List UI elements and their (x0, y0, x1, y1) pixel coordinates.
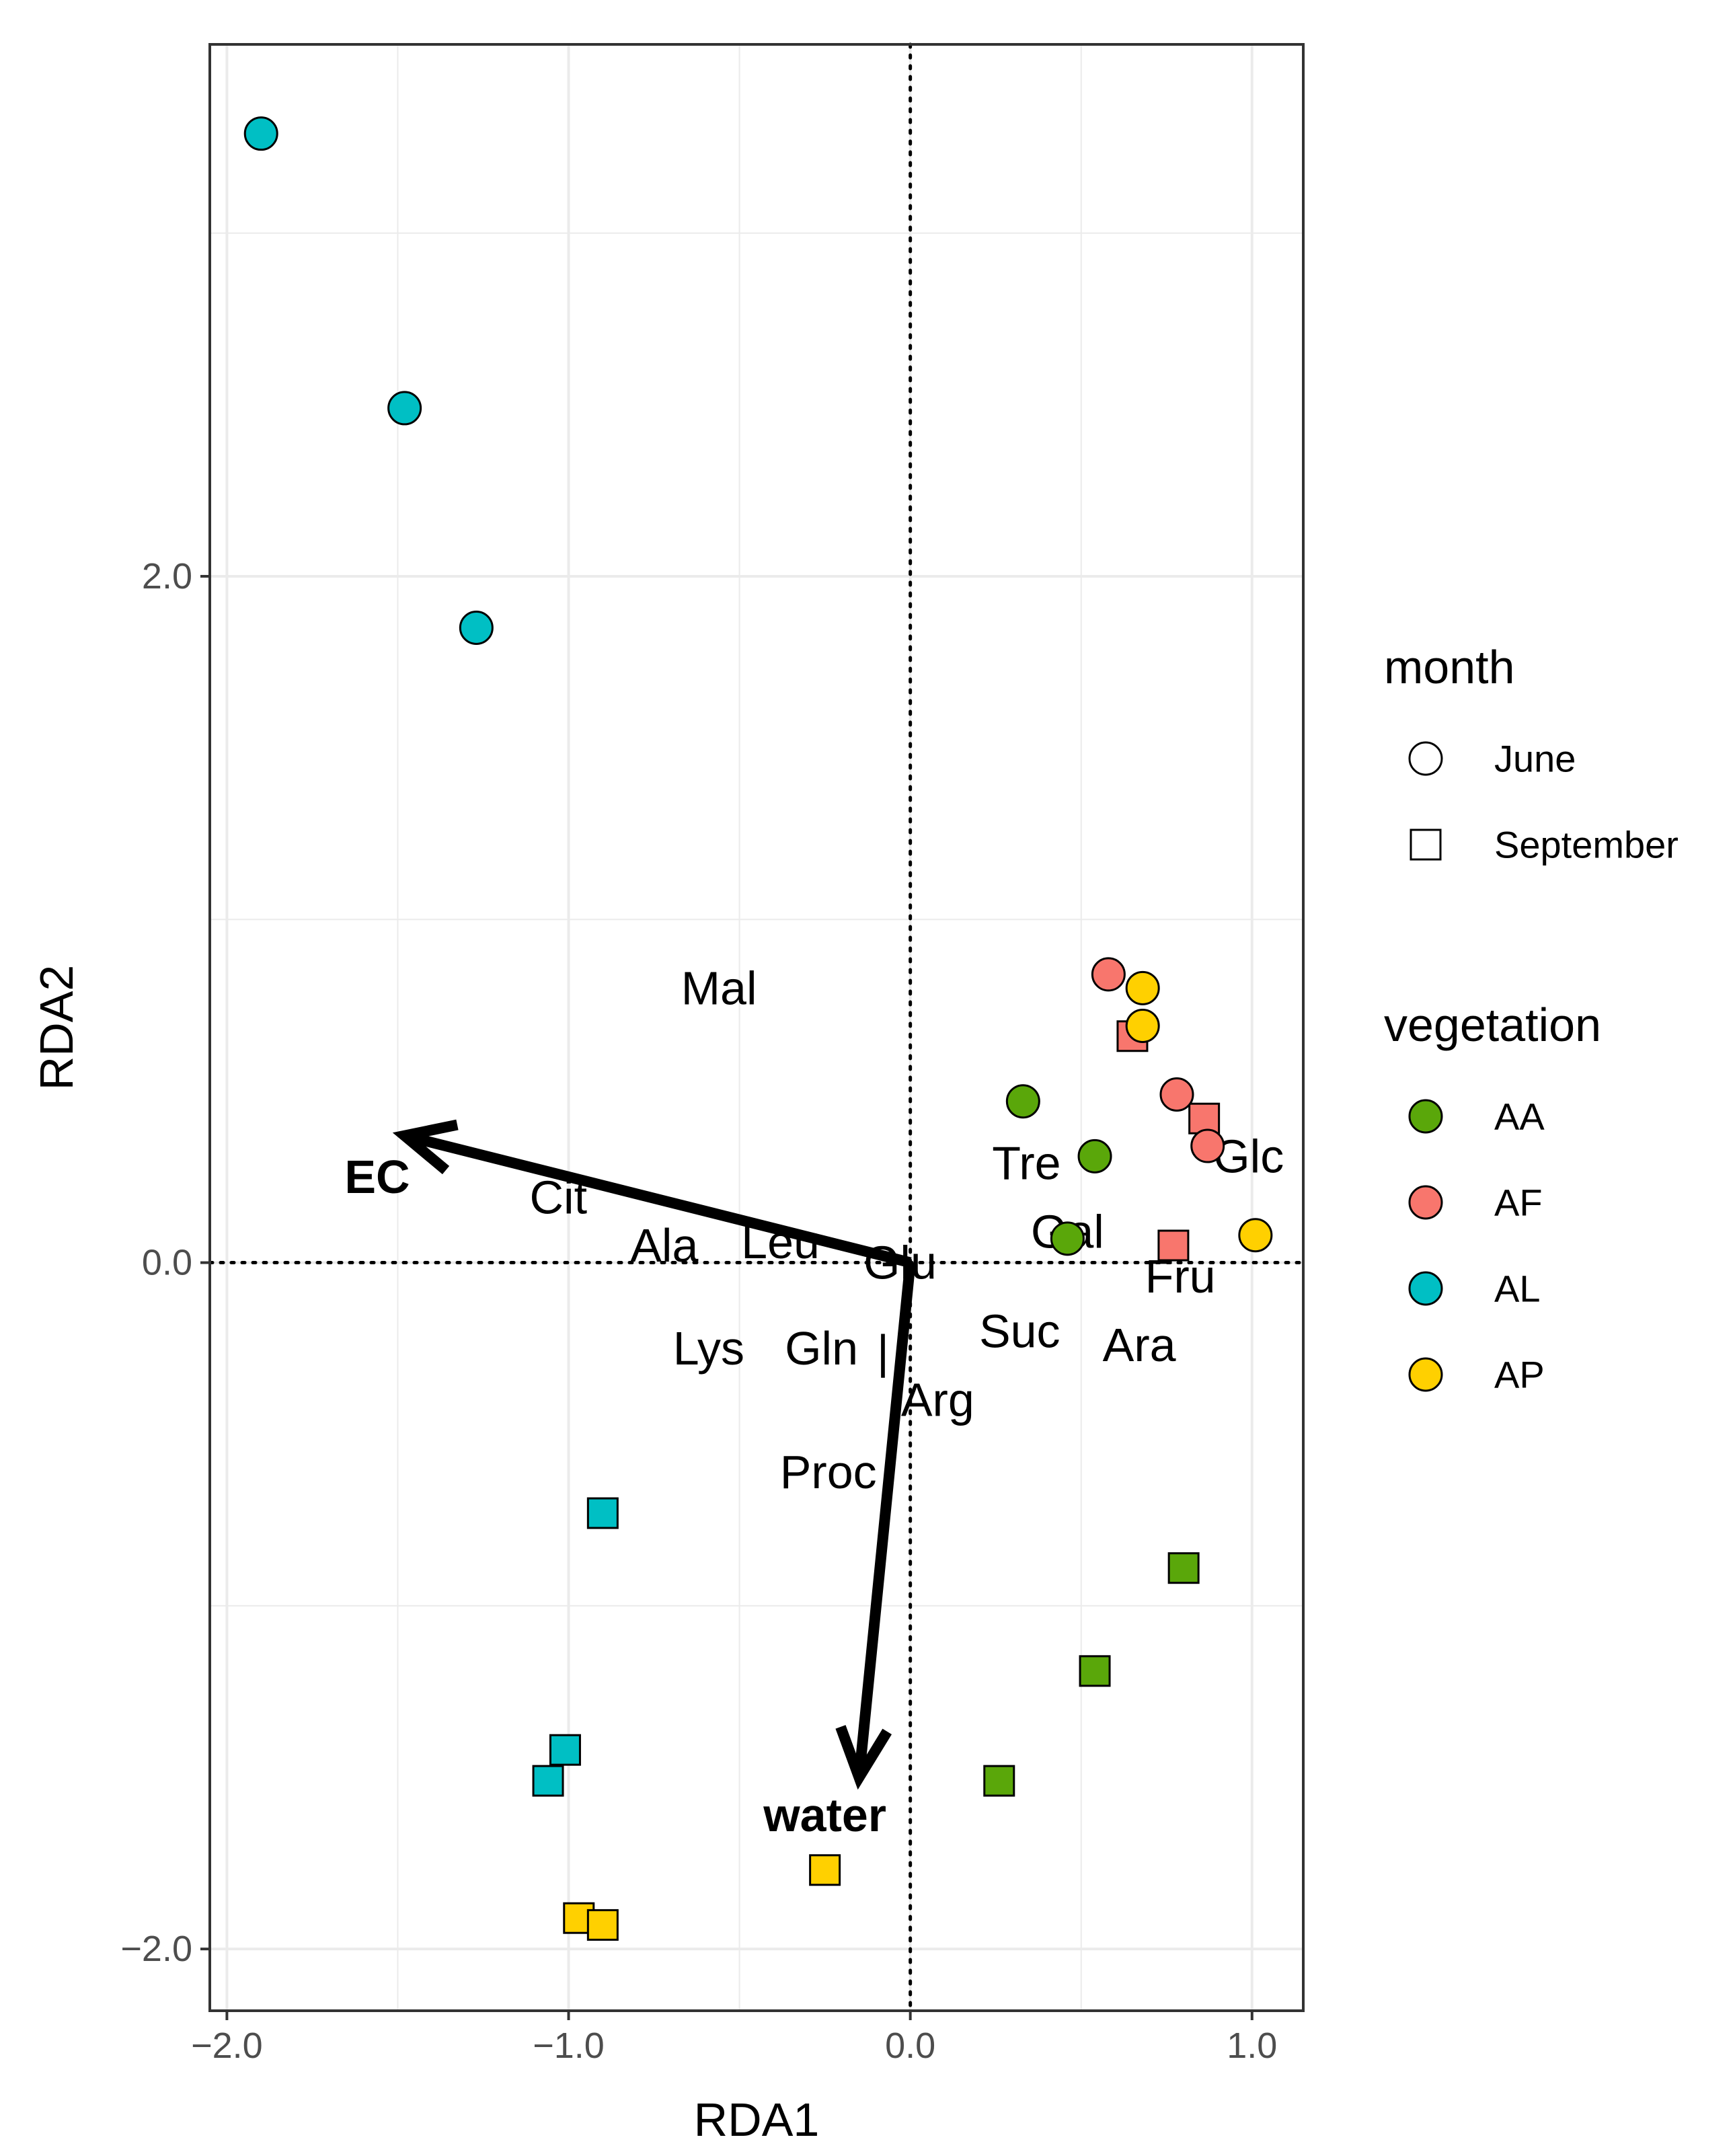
point-af-september (1188, 1102, 1221, 1134)
environment-vectors: EC water (344, 1119, 916, 1841)
grid-lines (210, 44, 1303, 2011)
point-af-june (1091, 957, 1126, 992)
species-label: Gln (785, 1322, 858, 1375)
axes: −2.0 −1.0 0.0 1.0 −2.0 0.0 2.0 RDA1 RDA2 (30, 556, 1277, 2146)
vector-arrow-EC (403, 1130, 912, 1268)
legend-title-month: month (1384, 641, 1515, 693)
legend: month June September vegetation AA AF AL AP (1384, 641, 1679, 1396)
species-label: | (877, 1325, 889, 1378)
legend-key-circle (1408, 741, 1443, 776)
x-tick-label: 0.0 (885, 2026, 935, 2066)
species-label: Suc (979, 1305, 1061, 1358)
legend-label-aa: AA (1494, 1095, 1545, 1138)
point-aa-june (1005, 1084, 1040, 1119)
point-al-september (549, 1734, 581, 1766)
legend-key-af (1408, 1185, 1443, 1220)
point-ap-june (1125, 970, 1160, 1005)
species-label: Ala (630, 1219, 698, 1272)
reference-lines (208, 42, 1305, 2013)
legend-label-september: September (1494, 824, 1679, 866)
species-label: Arg (901, 1374, 974, 1426)
legend-label-june: June (1494, 738, 1576, 780)
y-tick-label: 0.0 (142, 1243, 192, 1283)
point-al-june (387, 391, 422, 426)
legend-label-ap: AP (1494, 1354, 1545, 1396)
species-label: Tre (992, 1137, 1061, 1190)
point-ap-june (1125, 1008, 1160, 1043)
plot-panel-border (208, 43, 1305, 2012)
y-axis-title: RDA2 (30, 965, 83, 1091)
point-ap-september (586, 1909, 619, 1941)
point-ap-june (1238, 1218, 1273, 1253)
species-label: Lys (673, 1322, 744, 1375)
species-label: Mal (681, 962, 757, 1014)
x-tick-label: −2.0 (191, 2026, 263, 2066)
point-aa-june (1077, 1139, 1112, 1173)
species-label: Glc (1213, 1130, 1284, 1182)
legend-key-square (1410, 829, 1442, 861)
x-tick-label: −1.0 (533, 2026, 605, 2066)
point-aa-june (1050, 1221, 1085, 1256)
vector-arrowhead-EC (392, 1119, 459, 1175)
vector-label-water: water (763, 1789, 886, 1841)
legend-title-vegetation: vegetation (1384, 999, 1601, 1051)
legend-key-al (1408, 1271, 1443, 1306)
sample-points (243, 116, 1273, 1941)
x-axis-title: RDA1 (694, 2093, 820, 2146)
vector-arrowhead-water (835, 1725, 892, 1790)
legend-label-al: AL (1494, 1268, 1541, 1310)
legend-key-ap (1408, 1357, 1443, 1392)
point-al-june (459, 611, 494, 646)
vector-label-EC: EC (344, 1151, 410, 1203)
legend-label-af: AF (1494, 1182, 1543, 1224)
species-labels: MalTreGlcCitGalAlaLeuGluFruSucAraLysGln|… (530, 962, 1284, 1498)
point-ap-september (809, 1854, 841, 1886)
species-label: Ara (1103, 1319, 1176, 1371)
point-af-september (1157, 1229, 1190, 1262)
point-al-june (243, 116, 278, 151)
vector-arrow-water (853, 1262, 916, 1778)
legend-key-aa (1408, 1099, 1443, 1134)
point-aa-september (1079, 1655, 1111, 1687)
species-label: Proc (780, 1446, 877, 1498)
x-tick-label: 1.0 (1227, 2026, 1277, 2066)
point-aa-september (983, 1765, 1015, 1797)
point-aa-september (1167, 1552, 1200, 1584)
point-af-june (1159, 1077, 1194, 1112)
y-tick-label: −2.0 (120, 1929, 192, 1969)
point-af-june (1190, 1128, 1225, 1163)
y-tick-label: 2.0 (142, 556, 192, 596)
point-al-september (532, 1765, 564, 1797)
point-al-september (586, 1497, 619, 1529)
